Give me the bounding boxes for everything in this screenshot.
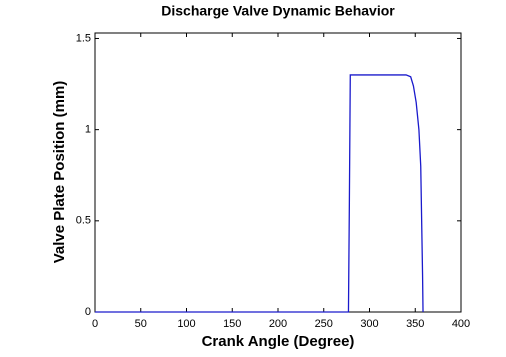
x-tick-label: 100 bbox=[177, 318, 195, 330]
chart-title: Discharge Valve Dynamic Behavior bbox=[161, 3, 395, 19]
x-tick-label: 0 bbox=[92, 318, 98, 330]
x-tick-label: 50 bbox=[135, 318, 147, 330]
y-axis-label: Valve Plate Position (mm) bbox=[51, 81, 68, 264]
x-tick-label: 250 bbox=[315, 318, 333, 330]
y-tick-label: 0.5 bbox=[76, 215, 91, 227]
x-tick-label: 350 bbox=[406, 318, 424, 330]
y-tick-label: 1 bbox=[85, 124, 91, 136]
y-tick-label: 1.5 bbox=[76, 32, 91, 44]
x-tick-label: 300 bbox=[360, 318, 378, 330]
data-line bbox=[95, 74, 424, 313]
y-tick-label: 0 bbox=[85, 306, 91, 318]
x-tick-label: 150 bbox=[223, 318, 241, 330]
x-axis-label: Crank Angle (Degree) bbox=[202, 333, 355, 350]
x-tick-label: 200 bbox=[269, 318, 287, 330]
x-tick-label: 400 bbox=[452, 318, 470, 330]
